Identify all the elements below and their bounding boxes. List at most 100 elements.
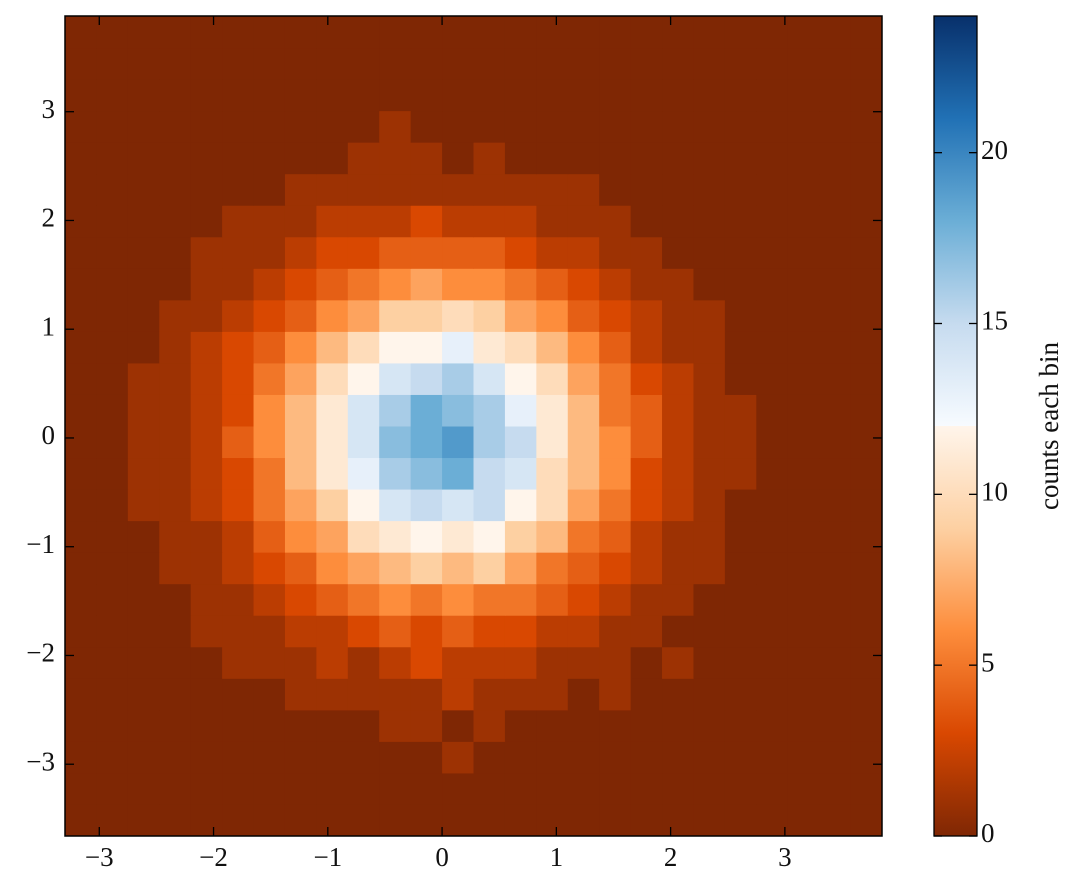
bin [536, 362, 569, 395]
bin [442, 741, 474, 774]
bin [504, 47, 537, 80]
bin [284, 457, 317, 490]
bin [504, 299, 537, 332]
bin [536, 142, 569, 175]
bin [599, 236, 632, 269]
bin [599, 426, 632, 459]
bin [724, 489, 757, 522]
bin [190, 142, 223, 175]
bin [693, 426, 726, 459]
bin [662, 299, 694, 332]
bin [819, 489, 852, 522]
bin [536, 678, 569, 711]
bin [599, 16, 632, 49]
bin [850, 489, 883, 522]
bin [442, 489, 474, 522]
bin [379, 299, 412, 332]
bin [567, 173, 600, 206]
bin [662, 394, 694, 427]
bin [253, 804, 286, 837]
bin [96, 362, 129, 395]
bin [693, 394, 726, 427]
bin [536, 16, 569, 49]
bin [253, 457, 286, 490]
bin [222, 583, 255, 616]
bin [253, 520, 286, 553]
bin [379, 110, 412, 143]
bin [284, 205, 317, 238]
bin [253, 489, 286, 522]
bin [536, 520, 569, 553]
bin [473, 709, 506, 742]
bin [284, 173, 317, 206]
bin [787, 583, 820, 616]
bin [65, 646, 97, 679]
bin [253, 47, 286, 80]
bin [724, 615, 757, 648]
bin [222, 16, 255, 49]
bin [756, 331, 789, 364]
bin [127, 236, 160, 269]
bin [693, 299, 726, 332]
bin [96, 426, 129, 459]
bin [567, 16, 600, 49]
bin [253, 16, 286, 49]
bin [222, 646, 255, 679]
bin [316, 47, 349, 80]
bin [724, 299, 757, 332]
bin [662, 173, 694, 206]
bin [284, 552, 317, 585]
bin [567, 678, 600, 711]
bin [127, 457, 160, 490]
bin [410, 236, 443, 269]
bin [127, 520, 160, 553]
bin [410, 47, 443, 80]
bin [850, 741, 883, 774]
bin [96, 236, 129, 269]
bin [504, 615, 537, 648]
bin [504, 394, 537, 427]
bin [159, 615, 192, 648]
bin [442, 268, 474, 301]
bin [536, 804, 569, 837]
bin [599, 741, 632, 774]
bin [787, 142, 820, 175]
bin [536, 552, 569, 585]
bin [756, 615, 789, 648]
bin [379, 426, 412, 459]
bin [787, 457, 820, 490]
bin [787, 16, 820, 49]
bin [253, 552, 286, 585]
bin [567, 426, 600, 459]
bin [222, 489, 255, 522]
bin [379, 47, 412, 80]
bin [347, 678, 380, 711]
bin [316, 520, 349, 553]
bin [159, 741, 192, 774]
bin [410, 426, 443, 459]
bin [756, 678, 789, 711]
bin [96, 804, 129, 837]
bin [630, 331, 663, 364]
bin [630, 16, 663, 49]
bin [347, 110, 380, 143]
bin [787, 79, 820, 112]
bin [159, 457, 192, 490]
bin [159, 110, 192, 143]
bin [316, 79, 349, 112]
colorbar-label: counts each bin [1034, 342, 1064, 510]
bin [756, 457, 789, 490]
bin [284, 299, 317, 332]
bin [756, 741, 789, 774]
bin [253, 394, 286, 427]
bin [599, 331, 632, 364]
bin [190, 426, 223, 459]
bin [567, 772, 600, 805]
bin [127, 646, 160, 679]
bin [599, 47, 632, 80]
bin [284, 678, 317, 711]
bin [756, 709, 789, 742]
bin [190, 457, 223, 490]
bin [442, 110, 474, 143]
bin [379, 236, 412, 269]
